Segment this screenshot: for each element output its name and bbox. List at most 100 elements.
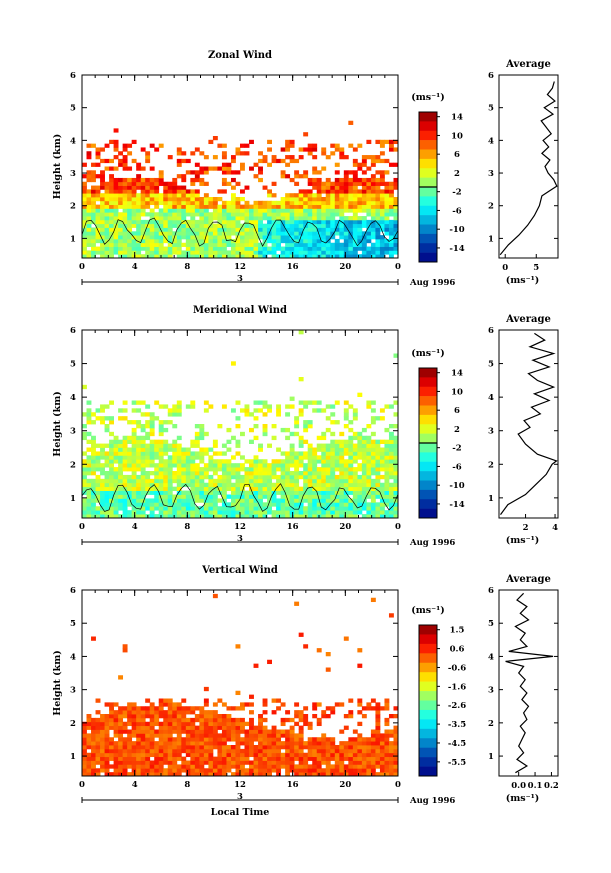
heatmap-cell (262, 212, 268, 217)
heatmap-cell (321, 200, 327, 206)
heatmap-cell (190, 737, 196, 742)
heatmap-cell (388, 193, 394, 198)
heatmap-cell (203, 502, 209, 507)
heatmap-cell (307, 231, 313, 236)
heatmap-cell (285, 435, 291, 441)
heatmap-cell (127, 223, 133, 228)
heatmap-cell (267, 147, 272, 152)
colorbar-segment (419, 728, 437, 739)
heatmap-cell (176, 478, 182, 484)
heatmap-cell (217, 238, 223, 244)
profile-y-tick-label: 6 (488, 326, 494, 336)
heatmap-cell (203, 741, 209, 746)
heatmap-cell (208, 510, 214, 515)
heatmap-cell (253, 216, 259, 221)
heatmap-cell (352, 474, 358, 480)
heatmap-cell (253, 764, 259, 769)
heatmap-cell (91, 741, 96, 746)
heatmap-cell (82, 235, 87, 240)
heatmap-cell (185, 455, 191, 460)
heatmap-cell (131, 200, 137, 206)
heatmap-cell (91, 242, 96, 247)
heatmap-cell (303, 764, 309, 769)
heatmap-cell (199, 467, 205, 472)
heatmap-cell (181, 216, 187, 221)
heatmap-cell (352, 216, 358, 221)
heatmap-cell (388, 250, 394, 255)
heatmap-cell (294, 197, 300, 202)
heatmap-cell (330, 250, 336, 255)
heatmap-cell (118, 506, 124, 511)
heatmap-cell (280, 147, 286, 152)
heatmap-cell (217, 478, 223, 484)
heatmap-cell (95, 729, 101, 734)
heatmap-cell (82, 729, 87, 734)
heatmap-cell (113, 494, 119, 499)
heatmap-cell (289, 756, 295, 761)
heatmap-cell (366, 219, 372, 225)
heatmap-cell (95, 741, 101, 746)
heatmap-cell (149, 439, 155, 444)
heatmap-cell (361, 471, 367, 476)
heatmap-cell (113, 155, 119, 160)
heatmap-cell (244, 143, 250, 148)
heatmap-cell (267, 467, 272, 472)
heatmap-cell (276, 748, 282, 754)
heatmap-cell (375, 710, 381, 715)
heatmap-cell (212, 745, 218, 750)
heatmap-cell (262, 459, 268, 464)
heatmap-cell (330, 482, 336, 488)
heatmap-cell (258, 714, 263, 719)
heatmap-cell (158, 474, 164, 480)
heatmap-cell (325, 474, 331, 480)
heatmap-cell (316, 482, 322, 488)
heatmap-cell (163, 474, 169, 480)
heatmap-cell (339, 745, 345, 750)
heatmap-cell (91, 185, 96, 190)
heatmap-cell (104, 714, 110, 719)
day-label: 3 (237, 792, 243, 802)
heatmap-cell (375, 471, 381, 476)
heatmap-cell (194, 189, 200, 194)
heatmap-cell (298, 764, 304, 769)
heatmap-cell (190, 717, 196, 723)
heatmap-cell (149, 254, 155, 259)
heatmap-cell (393, 447, 399, 452)
heatmap-cell (145, 506, 151, 511)
heatmap-cell (100, 254, 105, 259)
heatmap-cell (226, 219, 232, 225)
heatmap-cell (393, 200, 399, 206)
heatmap-cell (325, 204, 331, 209)
heatmap-cell (140, 427, 146, 433)
heatmap-cell (185, 737, 191, 742)
heatmap-cell (131, 729, 137, 734)
heatmap-cell (131, 238, 137, 244)
heatmap-cell (212, 208, 218, 213)
heatmap-cell (393, 162, 399, 167)
heatmap-cell (321, 772, 327, 777)
heatmap-cell (303, 471, 309, 476)
heatmap-cell (244, 151, 250, 156)
heatmap-cell (312, 447, 318, 452)
heatmap-cell (190, 250, 196, 255)
profile-x-axis-label: (ms⁻¹) (506, 793, 540, 804)
heatmap-cell (154, 467, 160, 472)
heatmap-cell (339, 455, 345, 460)
heatmap-cell (393, 439, 399, 444)
heatmap-cell (217, 745, 223, 750)
heatmap-cell (321, 748, 327, 754)
heatmap-cell (343, 486, 349, 491)
heatmap-cell (357, 478, 363, 484)
heatmap-cell (140, 254, 146, 259)
heatmap-cell (379, 439, 385, 444)
heatmap-cell (253, 733, 259, 738)
heatmap-cell (104, 721, 110, 727)
heatmap-cell (122, 714, 128, 719)
heatmap-cell (249, 729, 254, 734)
heatmap-cell (352, 158, 358, 164)
heatmap-cell (366, 181, 372, 186)
heatmap-cell (172, 752, 178, 758)
heatmap-cell (91, 502, 96, 507)
heatmap-cell (307, 424, 313, 429)
